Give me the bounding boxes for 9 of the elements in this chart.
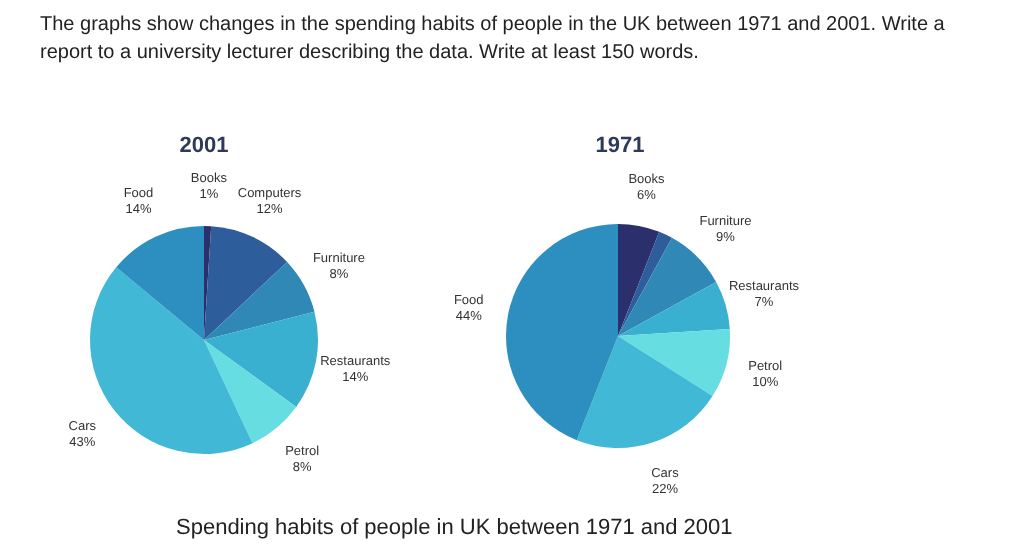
chart-title: 1971	[595, 134, 645, 158]
pie-slice	[204, 226, 288, 340]
text: The graphs show changes in the spending habits of people in the UK between 1971 and 2001. Write a report to a university lecturer describing the data. Write at least 150 words.	[40, 14, 946, 64]
pie-slice	[618, 224, 660, 336]
chart-title: 2001	[179, 134, 229, 158]
pie-slice	[618, 231, 672, 336]
pie-slice	[618, 328, 730, 397]
pie-slice	[204, 340, 297, 444]
text: Spending habits of people in UK between 1971 and 2001	[176, 516, 733, 540]
